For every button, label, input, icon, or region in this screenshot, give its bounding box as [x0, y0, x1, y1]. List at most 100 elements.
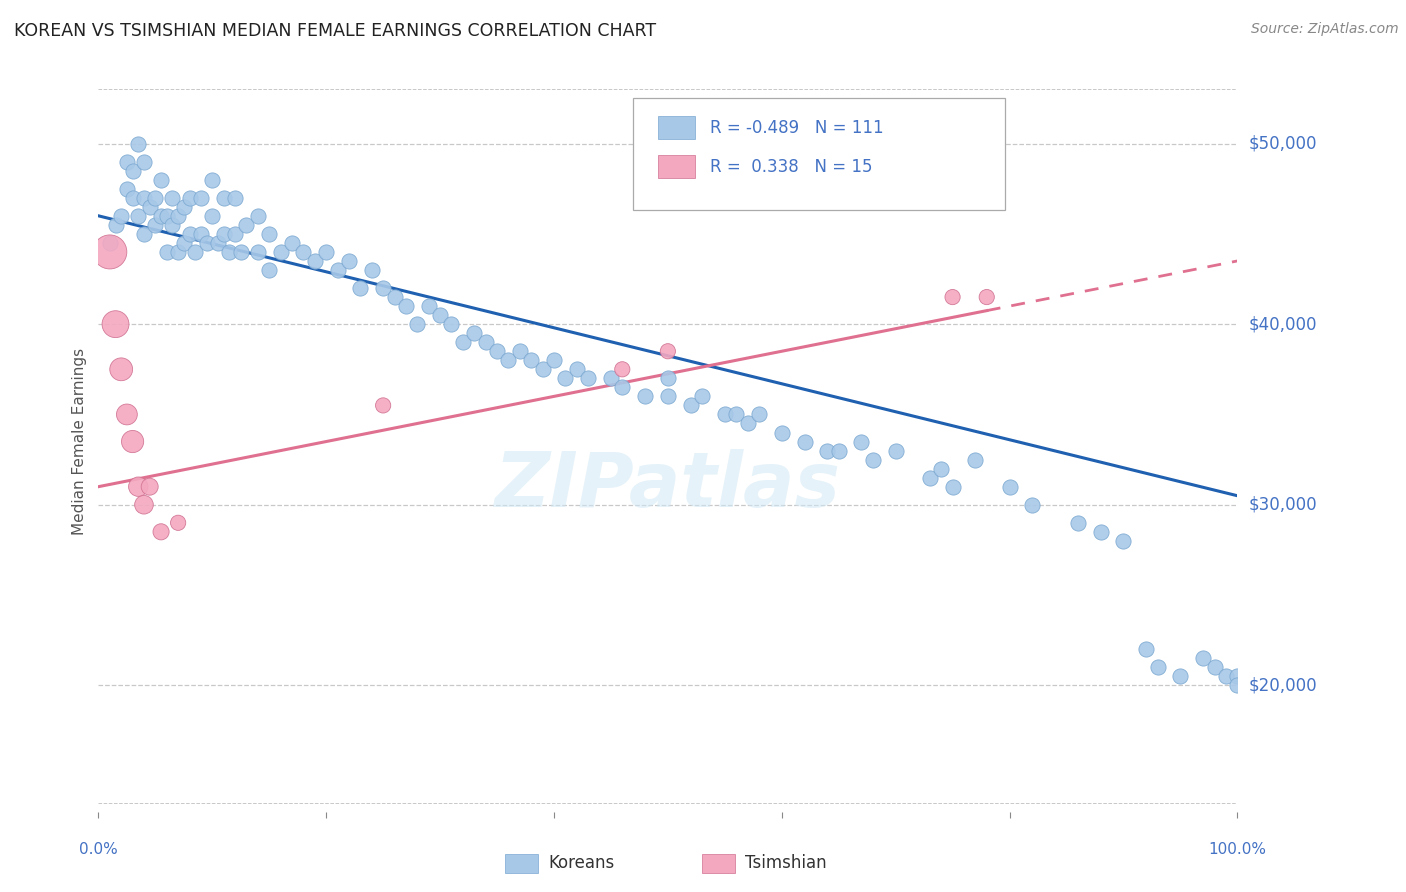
Point	[657, 371, 679, 385]
Point	[167, 516, 190, 530]
Point	[115, 154, 138, 169]
Point	[371, 399, 394, 413]
Point	[509, 344, 531, 359]
Point	[98, 235, 121, 250]
Text: $30,000: $30,000	[1249, 496, 1317, 514]
Point	[429, 308, 451, 322]
Point	[190, 191, 212, 205]
Point	[1067, 516, 1090, 530]
Point	[110, 209, 132, 223]
Point	[292, 244, 315, 259]
Point	[115, 182, 138, 196]
Point	[98, 244, 121, 259]
Point	[690, 389, 713, 403]
Point	[1192, 651, 1215, 665]
Point	[145, 191, 167, 205]
Point	[862, 452, 884, 467]
Point	[612, 380, 634, 394]
Point	[998, 480, 1021, 494]
Point	[657, 344, 679, 359]
Point	[195, 235, 218, 250]
Point	[498, 353, 520, 368]
Point	[612, 362, 634, 376]
Point	[127, 209, 149, 223]
Text: 100.0%: 100.0%	[1208, 842, 1267, 857]
Point	[132, 227, 155, 241]
Point	[1215, 669, 1237, 683]
Point	[132, 191, 155, 205]
Point	[929, 461, 952, 475]
Point	[224, 191, 246, 205]
Point	[395, 299, 418, 313]
Y-axis label: Median Female Earnings: Median Female Earnings	[72, 348, 87, 535]
Point	[145, 218, 167, 232]
Point	[179, 191, 201, 205]
Point	[132, 498, 155, 512]
Point	[576, 371, 599, 385]
Point	[725, 408, 748, 422]
Point	[531, 362, 554, 376]
Point	[162, 191, 184, 205]
Point	[942, 480, 965, 494]
Text: Source: ZipAtlas.com: Source: ZipAtlas.com	[1251, 22, 1399, 37]
Text: ZIPatlas: ZIPatlas	[495, 449, 841, 523]
Text: R = -0.489   N = 111: R = -0.489 N = 111	[710, 119, 883, 136]
Point	[110, 362, 132, 376]
Point	[173, 235, 195, 250]
Point	[337, 254, 360, 268]
Point	[207, 235, 229, 250]
Point	[543, 353, 565, 368]
Point	[1146, 660, 1168, 674]
Point	[1112, 533, 1135, 548]
Point	[218, 244, 240, 259]
Text: $40,000: $40,000	[1249, 315, 1317, 334]
Point	[884, 443, 907, 458]
Point	[349, 281, 371, 295]
Point	[1090, 524, 1112, 539]
Point	[520, 353, 543, 368]
Text: 0.0%: 0.0%	[79, 842, 118, 857]
Text: KOREAN VS TSIMSHIAN MEDIAN FEMALE EARNINGS CORRELATION CHART: KOREAN VS TSIMSHIAN MEDIAN FEMALE EARNIN…	[14, 22, 657, 40]
Point	[212, 191, 235, 205]
Text: Tsimshian: Tsimshian	[745, 855, 827, 872]
Point	[259, 227, 281, 241]
Point	[150, 209, 173, 223]
Point	[384, 290, 406, 304]
Point	[315, 244, 337, 259]
Point	[162, 218, 184, 232]
Text: Koreans: Koreans	[548, 855, 614, 872]
Point	[326, 263, 349, 277]
Point	[246, 209, 269, 223]
Point	[657, 389, 679, 403]
Point	[121, 434, 143, 449]
Point	[851, 434, 873, 449]
Point	[918, 470, 941, 484]
Point	[1226, 669, 1249, 683]
Text: $20,000: $20,000	[1249, 676, 1317, 694]
Point	[828, 443, 851, 458]
Point	[440, 317, 463, 331]
Point	[156, 244, 179, 259]
Point	[179, 227, 201, 241]
Point	[714, 408, 737, 422]
Point	[486, 344, 509, 359]
Point	[150, 524, 173, 539]
Point	[679, 399, 702, 413]
Point	[965, 452, 987, 467]
Point	[201, 209, 224, 223]
Point	[121, 163, 143, 178]
Point	[942, 290, 965, 304]
Point	[360, 263, 382, 277]
Point	[156, 209, 179, 223]
Point	[304, 254, 326, 268]
Point	[281, 235, 304, 250]
Point	[1226, 678, 1249, 692]
Point	[259, 263, 281, 277]
Point	[127, 480, 149, 494]
Point	[132, 154, 155, 169]
Point	[565, 362, 588, 376]
Point	[104, 218, 127, 232]
Point	[121, 191, 143, 205]
Point	[634, 389, 657, 403]
Point	[976, 290, 998, 304]
